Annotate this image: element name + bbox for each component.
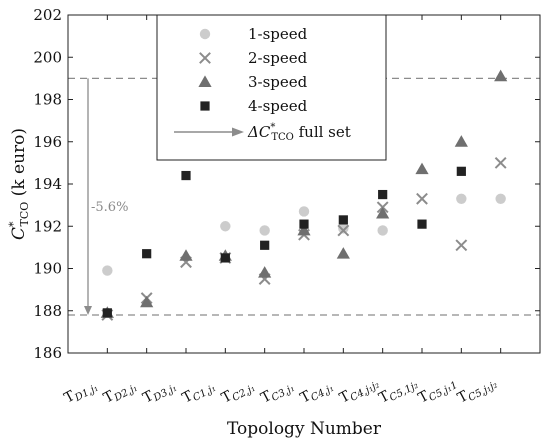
y-tick-label-196: 196 — [33, 133, 62, 151]
point-2-speed-6-stroke-b — [337, 224, 350, 237]
point-2-speed-6 — [337, 224, 350, 237]
x-tick-label-1: TD2,j₁ — [101, 376, 139, 408]
point-3-speed-2 — [179, 249, 193, 261]
annotation-label: -5.6% — [91, 200, 128, 215]
point-4-speed-3 — [220, 253, 230, 263]
point-2-speed-8 — [416, 192, 428, 205]
point-2-speed-9 — [455, 239, 468, 252]
point-3-speed-8 — [415, 162, 429, 175]
point-1-speed-4 — [259, 225, 270, 236]
legend-label-4-speed: 4-speed — [248, 97, 308, 115]
point-3-speed-7 — [376, 206, 390, 219]
y-tick-label-188: 188 — [33, 302, 62, 320]
legend-marker-4-speed — [200, 101, 210, 111]
point-2-speed-10-stroke-b — [494, 156, 507, 169]
legend-label-1-speed: 1-speed — [248, 25, 308, 43]
point-3-speed-6 — [336, 247, 350, 259]
y-tick-label-200: 200 — [33, 48, 62, 66]
legend-marker-2-speed — [199, 52, 211, 64]
point-1-speed-0 — [102, 265, 113, 276]
y-tick-label-198: 198 — [33, 91, 62, 109]
y-tick-label-186: 186 — [33, 344, 62, 362]
data-marks — [100, 69, 508, 321]
y-axis-title: C*TCO (k euro) — [7, 128, 31, 240]
point-4-speed-8 — [417, 219, 427, 229]
point-1-speed-9 — [456, 193, 467, 204]
x-tick-label-7: TC4,j₁j₂ — [337, 373, 381, 408]
point-3-speed-10 — [494, 69, 508, 82]
point-2-speed-10 — [494, 156, 507, 169]
point-2-speed-9-stroke-b — [455, 239, 468, 252]
point-4-speed-9 — [456, 166, 466, 176]
reference-lines — [68, 77, 540, 316]
x-tick-label-3: TC1,j₁ — [180, 377, 218, 409]
x-tick-label-6: TC4,j₁ — [298, 377, 336, 409]
y-tick-label-190: 190 — [33, 260, 62, 278]
point-3-speed-9 — [454, 135, 468, 147]
point-3-speed-5 — [297, 223, 311, 236]
legend-label-3-speed: 3-speed — [248, 73, 308, 91]
annotation: -5.6% — [84, 78, 128, 315]
point-4-speed-1 — [142, 249, 152, 259]
point-1-speed-6 — [338, 223, 349, 234]
x-tick-label-2: TD3,j₁ — [140, 376, 178, 408]
point-1-speed-7 — [377, 225, 388, 236]
legend-marker-3-speed — [198, 75, 212, 87]
point-4-speed-7 — [378, 189, 388, 200]
x-axis-title: Topology Number — [227, 419, 382, 439]
point-3-speed-1 — [140, 295, 154, 308]
point-4-speed-4 — [260, 240, 270, 250]
x-tick-label-10: TC5,j₁j₂ — [455, 373, 499, 408]
point-1-speed-3 — [220, 221, 231, 232]
legend: 1-speed 2-speed 3-speed 4-speed ΔC* TCO full … — [156, 14, 387, 161]
annotation-arrow-head — [84, 305, 92, 315]
legend-arrow-head — [232, 127, 244, 137]
x-tick-label-0: TD1,j₁ — [62, 376, 100, 408]
y-tick-label-202: 202 — [33, 6, 62, 24]
point-3-speed-4 — [258, 266, 272, 278]
y-tick-label-192: 192 — [33, 217, 62, 235]
x-tick-label-4: TC2,j₁ — [219, 377, 257, 409]
point-1-speed-5 — [298, 206, 310, 217]
legend-box — [156, 14, 387, 161]
x-tick-label-9: TC5,j₁1 — [416, 374, 460, 409]
y-tick-label-194: 194 — [33, 175, 62, 193]
point-4-speed-2 — [181, 170, 191, 181]
point-4-speed-0 — [102, 308, 112, 318]
legend-marker-1-speed — [199, 28, 211, 40]
x-tick-label-8: TC5,1j₂ — [376, 374, 420, 409]
point-4-speed-5 — [299, 219, 309, 229]
x-tick-label-5: TC3,j₁ — [258, 377, 296, 409]
legend-marker-2-speed-stroke-b — [199, 52, 211, 64]
point-2-speed-8-stroke-b — [416, 192, 428, 205]
legend-label-delta: ΔC* TCO full set — [247, 122, 351, 143]
point-1-speed-10 — [495, 193, 506, 204]
legend-label-2-speed: 2-speed — [248, 49, 308, 67]
point-4-speed-6 — [338, 215, 348, 225]
